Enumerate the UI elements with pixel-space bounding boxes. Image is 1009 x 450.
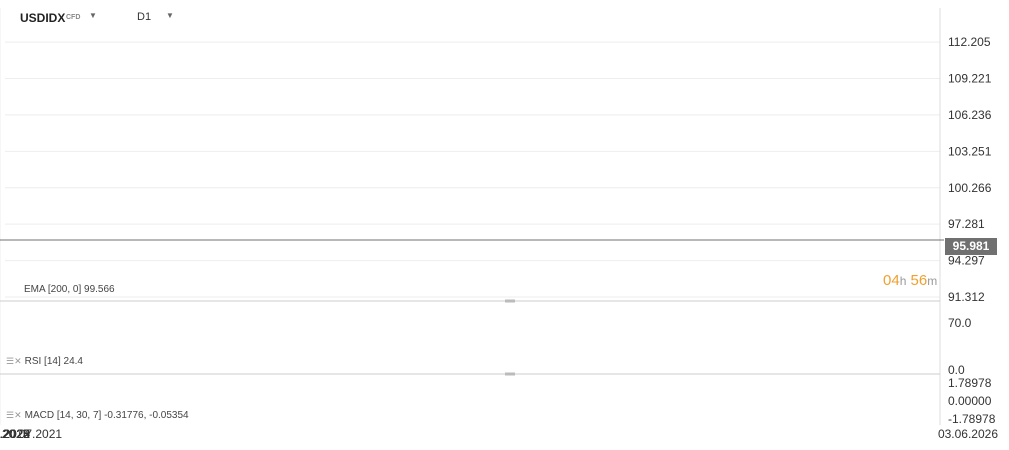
symbol-dropdown-icon[interactable]: ▼: [89, 11, 97, 20]
candle-countdown: 04h 56m: [883, 272, 937, 289]
time-tick-label: 03.06.2026: [938, 427, 998, 441]
time-tick-label: 17.02.2025: [0, 427, 30, 441]
rsi-axis: 70.0 0.0: [948, 316, 972, 377]
rsi-tick-label: 70.0: [948, 316, 972, 330]
price-tick-label: 100.266: [948, 181, 992, 195]
instrument-type-badge: CFD: [66, 14, 81, 21]
time-tick-label: 22.12.2022: [0, 427, 30, 441]
price-tick-label: 112.205: [948, 35, 991, 49]
indicator-menu-icon[interactable]: ☰✕: [6, 356, 22, 366]
macd-tick-label: 1.78978: [948, 376, 992, 390]
countdown-minutes-unit: m: [927, 274, 938, 288]
price-tick-label: 94.297: [948, 254, 985, 268]
rsi-tick-label: 0.0: [948, 363, 965, 377]
countdown-hours: 04: [883, 272, 900, 289]
time-tick-label: 11.09.2023: [0, 427, 30, 441]
price-tick-label: 106.236: [948, 108, 992, 122]
price-axis[interactable]: 112.205 109.221 106.236 103.251 100.266 97.28…: [948, 35, 992, 304]
rsi-indicator-label[interactable]: ☰✕ RSI [14] 24.4: [6, 356, 83, 367]
time-axis[interactable]: 20.07.202106.04.202222.12.202211.09.2023…: [0, 427, 998, 441]
ema-indicator-label[interactable]: EMA [200, 0] 99.566: [24, 284, 115, 295]
pane-separators[interactable]: [0, 299, 940, 376]
macd-indicator-label[interactable]: ☰✕ MACD [14, 30, 7] -0.31776, -0.05354: [6, 410, 189, 421]
last-price-tag: 95.981: [945, 238, 997, 255]
time-tick-label: 30.05.2024: [0, 427, 30, 441]
price-tick-label: 109.221: [948, 72, 992, 86]
pane-resize-handle[interactable]: [505, 372, 515, 376]
ema-label-text: EMA [200, 0] 99.566: [24, 284, 115, 295]
rsi-label-text: RSI [14] 24.4: [24, 356, 83, 367]
macd-axis: 1.78978 0.00000 -1.78978: [948, 376, 996, 426]
price-tick-label: 91.312: [948, 290, 985, 304]
price-tick-label: 97.281: [948, 217, 985, 231]
timeframe-dropdown-icon[interactable]: ▼: [166, 11, 174, 20]
macd-label-text: MACD [14, 30, 7] -0.31776, -0.05354: [24, 410, 189, 421]
countdown-minutes: 56: [910, 272, 928, 289]
price-tick-label: 103.251: [948, 144, 992, 158]
time-tick-label: 04.11.2025: [0, 427, 30, 441]
timeframe-selector[interactable]: D1: [137, 11, 152, 23]
macd-tick-label: -1.78978: [948, 412, 996, 426]
pane-resize-handle[interactable]: [505, 299, 515, 303]
grid-lines: [0, 8, 941, 425]
countdown-hours-unit: h: [899, 274, 907, 288]
time-tick-label: 06.04.2022: [0, 427, 30, 441]
indicator-menu-icon[interactable]: ☰✕: [6, 410, 22, 420]
macd-tick-label: 0.00000: [948, 394, 992, 408]
time-tick-label: 20.07.2021: [2, 427, 62, 441]
symbol-name[interactable]: USDIDX: [20, 11, 66, 25]
